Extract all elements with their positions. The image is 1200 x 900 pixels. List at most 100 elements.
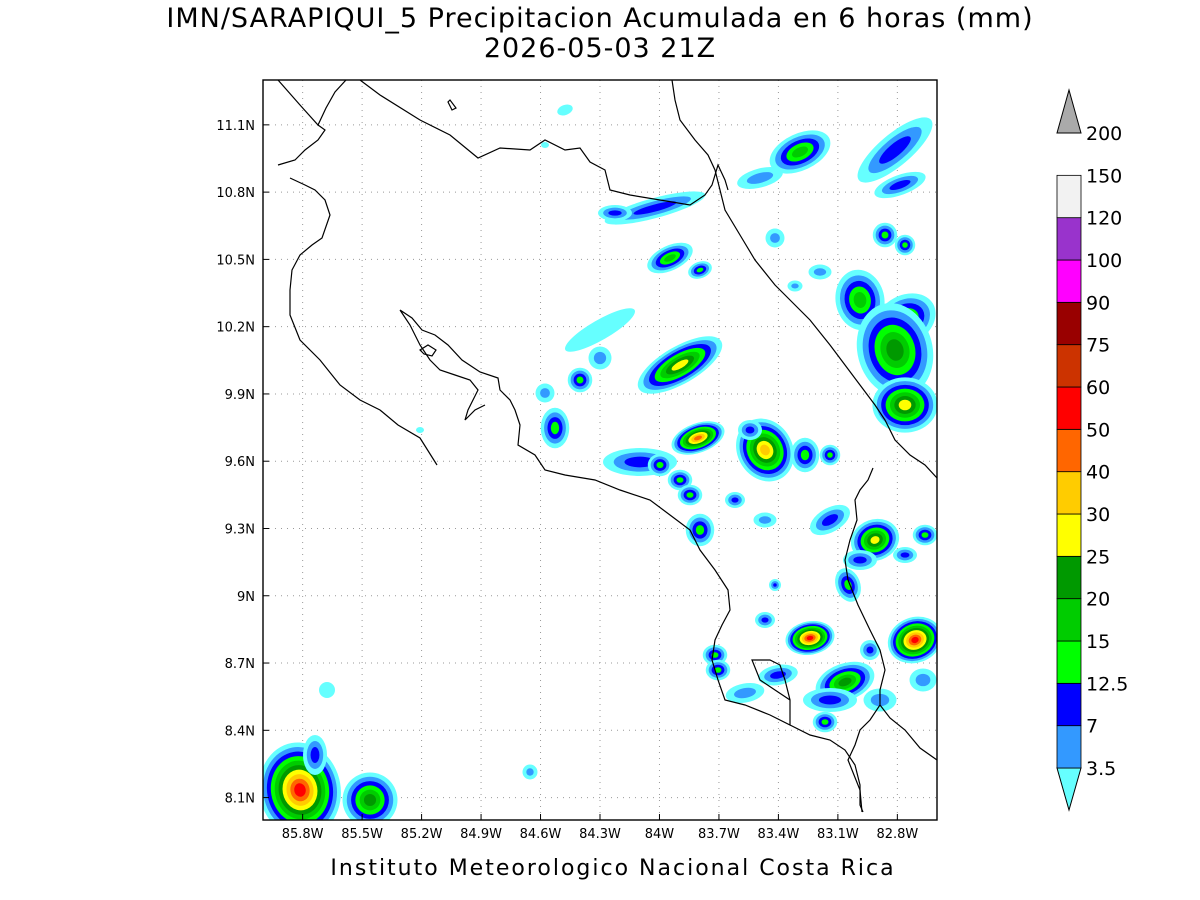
colorbar-label: 15 — [1086, 631, 1110, 653]
precip-contour — [866, 646, 874, 654]
precip-contour — [853, 556, 867, 564]
colorbar-label: 7 — [1086, 716, 1098, 738]
lon-tick-label: 83.7W — [698, 827, 740, 842]
precip-contour — [656, 461, 664, 469]
footer-credit: Instituto Meteorologico Nacional Costa R… — [330, 856, 896, 881]
precip-contour — [818, 695, 842, 705]
precip-contour — [791, 146, 809, 158]
lat-tick-label: 9N — [237, 590, 255, 605]
lon-tick-label: 83.4W — [758, 827, 800, 842]
lon-tick-label: 84.9W — [460, 827, 502, 842]
colorbar-label: 200 — [1086, 123, 1122, 145]
coastline-borders — [277, 80, 937, 813]
colorbar-bin — [1056, 428, 1082, 473]
colorbar-legend: 3.5 7 12.5 15 20 25 30 40 50 60 75 90 100 120 150 200 — [1056, 88, 1128, 812]
lat-tick-label: 8.7N — [225, 657, 255, 672]
precip-contour — [363, 793, 377, 807]
precip-contour — [671, 359, 689, 371]
precip-contour — [800, 449, 810, 461]
precip-contour — [911, 636, 919, 644]
lat-tick-label: 10.5N — [216, 253, 255, 268]
precip-contour — [770, 233, 780, 243]
precip-contour — [827, 452, 833, 458]
colorbar-bin — [1056, 386, 1082, 430]
precip-contour — [761, 617, 769, 623]
precip-contour — [879, 136, 911, 164]
precip-contour — [921, 532, 929, 538]
lat-tick-label: 10.8N — [216, 186, 255, 201]
lat-tick-label: 8.4N — [225, 724, 255, 739]
precip-contour — [593, 351, 607, 365]
precip-contour — [889, 179, 911, 191]
precip-contour — [813, 268, 827, 276]
precip-contour — [915, 673, 931, 687]
colorbar-bin — [1056, 259, 1082, 303]
precip-contour — [902, 242, 908, 248]
caribbean-coastline — [671, 80, 937, 479]
lake-nicaragua-shore — [277, 80, 729, 206]
colorbar-bin — [1056, 471, 1082, 515]
precip-contour — [853, 292, 867, 308]
precip-contour — [319, 682, 335, 698]
lon-tick-label: 84W — [645, 827, 675, 842]
colorbar-label: 90 — [1086, 292, 1110, 314]
lon-tick-label: 85.8W — [282, 827, 324, 842]
pacific-coastline — [399, 309, 864, 813]
precip-contour — [900, 552, 910, 558]
colorbar-label: 75 — [1086, 335, 1110, 357]
colorbar-label: 150 — [1086, 165, 1122, 187]
precip-contour — [310, 747, 320, 763]
precip-contour — [573, 333, 597, 347]
precip-contour — [821, 514, 839, 526]
colorbar-bin — [1056, 598, 1082, 642]
precip-contour — [791, 283, 799, 289]
colorbar-label: 30 — [1086, 504, 1110, 526]
precipitation-field — [263, 104, 937, 820]
colorbar-bin — [1056, 513, 1082, 557]
precip-contour — [416, 427, 424, 433]
precip-contour — [696, 267, 704, 273]
border-costa-rica-panama — [844, 467, 937, 813]
precip-contour — [886, 339, 904, 361]
precip-contour — [540, 388, 550, 398]
colorbar-label: 12.5 — [1086, 673, 1128, 695]
precip-contour — [576, 376, 584, 384]
lat-tick-label: 9.3N — [225, 522, 255, 537]
precip-contour — [664, 254, 676, 262]
precip-contour — [734, 687, 756, 699]
precip-contour — [541, 142, 549, 148]
lat-tick-label: 11.1N — [216, 119, 255, 134]
precip-contour — [806, 635, 814, 641]
precip-contour — [694, 435, 702, 441]
lon-tick-label: 85.5W — [341, 827, 383, 842]
island-outline — [447, 99, 457, 111]
precip-contour — [746, 172, 774, 184]
precip-contour — [821, 719, 829, 725]
precip-contour — [686, 492, 694, 498]
precip-contour — [676, 477, 684, 483]
lon-tick-label: 82.8W — [876, 827, 918, 842]
precip-contour — [714, 667, 722, 673]
precip-contour — [550, 421, 560, 435]
colorbar-bin — [1056, 682, 1082, 727]
colorbar-label: 20 — [1086, 589, 1110, 611]
precip-contour — [294, 783, 306, 797]
colorbar-bin — [1056, 344, 1082, 388]
chart-title: IMN/SARAPIQUI_5 Precipitacion Acumulada … — [166, 3, 1034, 34]
colorbar-label: 120 — [1086, 208, 1122, 230]
lat-tick-label: 9.6N — [225, 455, 255, 470]
colorbar-bin — [1056, 301, 1082, 346]
precip-contour — [844, 579, 852, 591]
precip-contour — [870, 536, 880, 544]
gulf-nicoya-island — [419, 344, 437, 357]
precip-contour — [526, 768, 534, 776]
precip-contour — [633, 201, 677, 215]
precip-contour — [557, 104, 573, 116]
precip-contour — [898, 399, 912, 411]
colorbar-bin — [1056, 555, 1082, 600]
colorbar-bin — [1056, 217, 1082, 261]
colorbar-bin — [1056, 174, 1082, 219]
precip-contour — [770, 671, 786, 679]
colorbar-label: 60 — [1086, 377, 1110, 399]
